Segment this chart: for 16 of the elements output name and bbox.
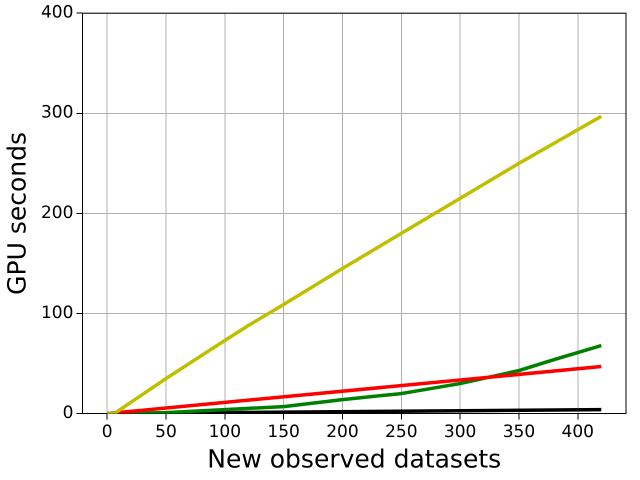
y-tick-label: 100 (40, 302, 74, 323)
y-tick-label: 200 (40, 202, 74, 223)
x-tick-label: 200 (326, 422, 359, 442)
y-tick-label: 0 (62, 403, 74, 424)
x-tick-label: 0 (102, 422, 113, 442)
y-tick-label: 400 (40, 2, 74, 23)
x-tick-label: 250 (385, 422, 418, 442)
x-tick-label: 400 (562, 422, 594, 442)
x-axis-title: New observed datasets (207, 444, 502, 474)
y-axis-title: GPU seconds (2, 132, 32, 295)
x-tick-label: 300 (444, 422, 476, 442)
x-tick-label: 350 (502, 422, 536, 442)
x-tick-label: 50 (155, 422, 177, 442)
x-tick-label: 100 (208, 422, 242, 442)
y-tick-label: 300 (40, 102, 74, 123)
x-tick-label: 150 (267, 422, 300, 442)
